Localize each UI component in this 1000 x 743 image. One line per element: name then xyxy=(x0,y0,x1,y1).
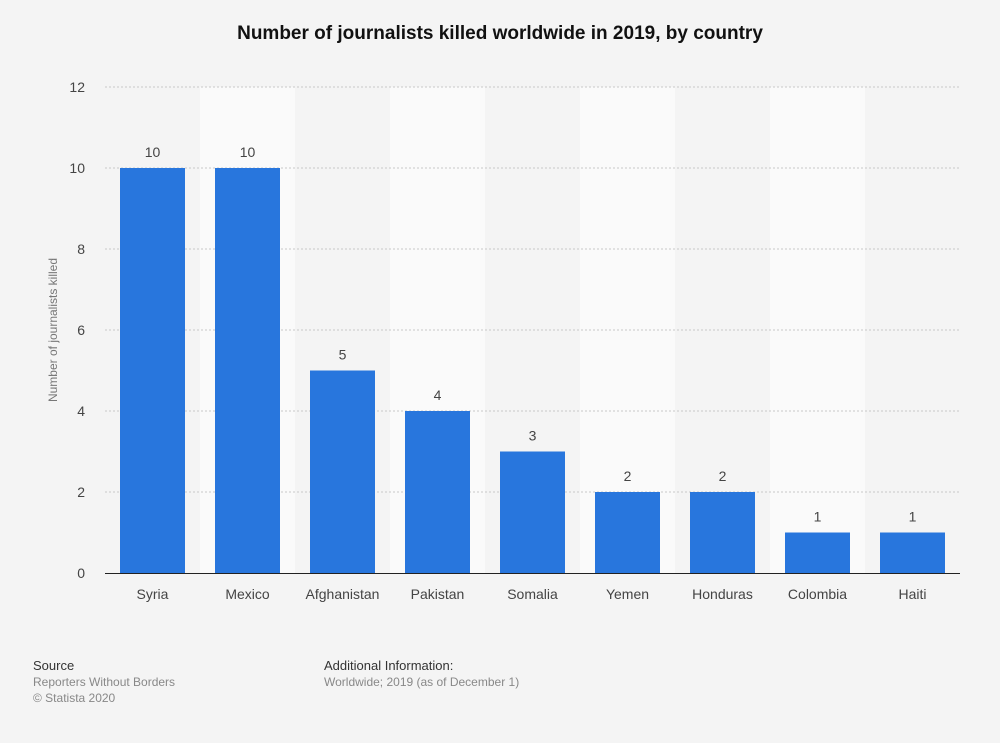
additional-info-block: Additional Information: Worldwide; 2019 … xyxy=(324,658,519,690)
bar-mexico xyxy=(215,168,280,573)
x-tick-label: Pakistan xyxy=(411,586,465,602)
y-tick-label: 6 xyxy=(77,322,85,338)
x-tick-label: Colombia xyxy=(788,586,847,602)
source-block: Source Reporters Without Borders © Stati… xyxy=(33,658,175,706)
bar-afghanistan xyxy=(310,370,375,573)
bar-yemen xyxy=(595,492,660,573)
data-label: 10 xyxy=(240,144,256,160)
y-tick-label: 4 xyxy=(77,403,85,419)
data-label: 10 xyxy=(145,144,161,160)
bar-haiti xyxy=(880,532,945,573)
x-tick-label: Somalia xyxy=(507,586,558,602)
x-tick-label: Mexico xyxy=(225,586,270,602)
x-tick-label: Haiti xyxy=(898,586,926,602)
bar-colombia xyxy=(785,532,850,573)
x-tick-label: Afghanistan xyxy=(306,586,380,602)
source-line: Reporters Without Borders xyxy=(33,675,176,689)
copyright-line: © Statista 2020 xyxy=(33,691,116,705)
additional-info-heading: Additional Information: xyxy=(324,658,454,673)
y-tick-label: 8 xyxy=(77,241,85,257)
data-label: 4 xyxy=(434,387,442,403)
source-heading: Source xyxy=(33,658,75,673)
data-label: 2 xyxy=(719,468,727,484)
bar-honduras xyxy=(690,492,755,573)
x-tick-label: Yemen xyxy=(606,586,649,602)
chart-title: Number of journalists killed worldwide i… xyxy=(237,23,763,44)
y-tick-label: 0 xyxy=(77,565,85,581)
x-tick-label: Honduras xyxy=(692,586,753,602)
data-label: 1 xyxy=(909,509,917,525)
bar-pakistan xyxy=(405,411,470,573)
data-label: 3 xyxy=(529,428,537,444)
data-label: 5 xyxy=(339,347,347,363)
data-label: 1 xyxy=(814,509,822,525)
y-tick-label: 2 xyxy=(77,484,85,500)
y-tick-label: 10 xyxy=(69,160,85,176)
y-tick-label: 12 xyxy=(69,79,85,95)
bar-syria xyxy=(120,168,185,573)
y-axis-label: Number of journalists killed xyxy=(46,258,60,402)
bar-somalia xyxy=(500,451,565,573)
x-tick-label: Syria xyxy=(137,586,169,602)
additional-info-text: Worldwide; 2019 (as of December 1) xyxy=(324,675,520,689)
data-label: 2 xyxy=(624,468,632,484)
